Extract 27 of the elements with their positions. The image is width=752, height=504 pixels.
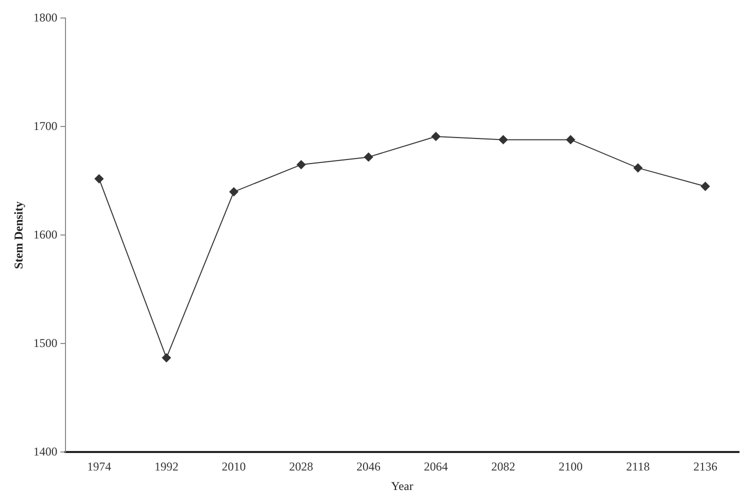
x-tick-label: 1992 [154,460,178,474]
x-tick-label: 2100 [558,460,583,474]
x-tick-label: 1974 [87,460,112,474]
point [498,135,508,144]
y-tick-label: 1600 [33,227,58,242]
x-tick-label: 2082 [491,460,516,474]
point [162,353,171,362]
x-tick-label: 2046 [356,460,381,474]
point [431,132,440,141]
y-tick-label: 1700 [33,118,58,133]
x-tick-label: 2136 [693,460,718,474]
point [229,187,238,196]
x-tick-label: 2064 [424,460,448,474]
point [633,163,642,172]
x-axis-title: Year [391,478,414,493]
x-tick-label: 2118 [626,460,650,474]
x-tick-label: 2028 [289,460,314,474]
x-tick-label: 2010 [222,460,246,474]
point [700,182,710,191]
point [566,135,576,144]
point [296,160,306,170]
y-tick-label: 1800 [33,10,58,24]
point [94,174,104,184]
y-tick-label: 1400 [33,444,58,458]
y-axis-title: Stem Density [11,201,26,270]
y-tick-label: 1500 [33,336,58,350]
point [364,152,374,162]
